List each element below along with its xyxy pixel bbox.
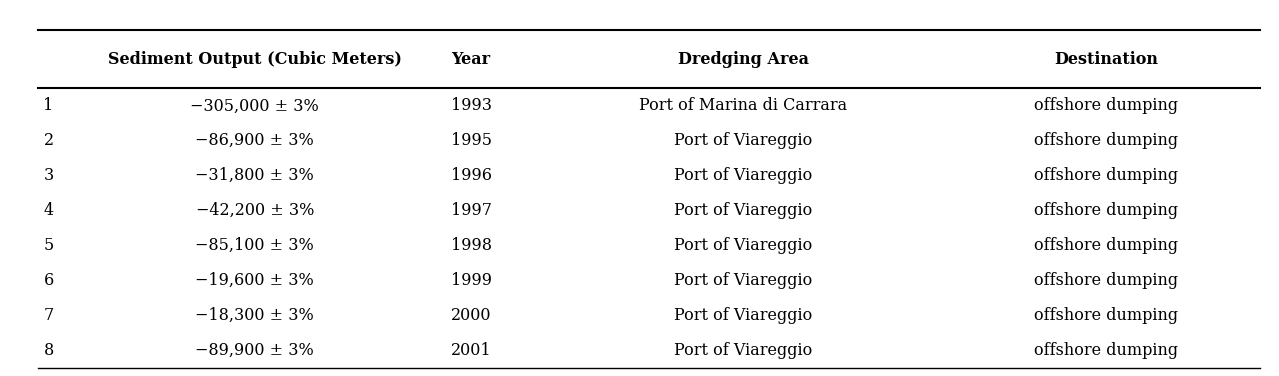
Text: offshore dumping: offshore dumping — [1035, 97, 1178, 114]
Text: offshore dumping: offshore dumping — [1035, 272, 1178, 289]
Text: −85,100 ± 3%: −85,100 ± 3% — [196, 237, 315, 254]
Text: 1998: 1998 — [450, 237, 491, 254]
Text: 1996: 1996 — [450, 167, 491, 184]
Text: offshore dumping: offshore dumping — [1035, 167, 1178, 184]
Text: 4: 4 — [43, 202, 54, 219]
Text: Year: Year — [451, 51, 491, 68]
Text: −305,000 ± 3%: −305,000 ± 3% — [191, 97, 320, 114]
Text: Port of Viareggio: Port of Viareggio — [674, 132, 812, 149]
Text: Port of Viareggio: Port of Viareggio — [674, 167, 812, 184]
Text: offshore dumping: offshore dumping — [1035, 132, 1178, 149]
Text: −86,900 ± 3%: −86,900 ± 3% — [196, 132, 315, 149]
Text: offshore dumping: offshore dumping — [1035, 202, 1178, 219]
Text: 6: 6 — [43, 272, 54, 289]
Text: 1995: 1995 — [450, 132, 491, 149]
Text: 2000: 2000 — [451, 307, 491, 324]
Text: Destination: Destination — [1054, 51, 1159, 68]
Text: Port of Viareggio: Port of Viareggio — [674, 307, 812, 324]
Text: −89,900 ± 3%: −89,900 ± 3% — [196, 342, 315, 359]
Text: Port of Viareggio: Port of Viareggio — [674, 272, 812, 289]
Text: −19,600 ± 3%: −19,600 ± 3% — [196, 272, 315, 289]
Text: offshore dumping: offshore dumping — [1035, 342, 1178, 359]
Text: −42,200 ± 3%: −42,200 ± 3% — [196, 202, 313, 219]
Text: Port of Marina di Carrara: Port of Marina di Carrara — [640, 97, 848, 114]
Text: 7: 7 — [43, 307, 54, 324]
Text: Port of Viareggio: Port of Viareggio — [674, 202, 812, 219]
Text: 5: 5 — [43, 237, 54, 254]
Text: 8: 8 — [43, 342, 54, 359]
Text: Dredging Area: Dredging Area — [678, 51, 808, 68]
Text: 2001: 2001 — [450, 342, 491, 359]
Text: −31,800 ± 3%: −31,800 ± 3% — [196, 167, 315, 184]
Text: 1999: 1999 — [450, 272, 491, 289]
Text: −18,300 ± 3%: −18,300 ± 3% — [196, 307, 315, 324]
Text: 1: 1 — [43, 97, 54, 114]
Text: 1997: 1997 — [450, 202, 491, 219]
Text: offshore dumping: offshore dumping — [1035, 237, 1178, 254]
Text: Port of Viareggio: Port of Viareggio — [674, 237, 812, 254]
Text: 3: 3 — [43, 167, 54, 184]
Text: Port of Viareggio: Port of Viareggio — [674, 342, 812, 359]
Text: 1993: 1993 — [450, 97, 491, 114]
Text: Sediment Output (Cubic Meters): Sediment Output (Cubic Meters) — [107, 51, 402, 68]
Text: 2: 2 — [43, 132, 54, 149]
Text: offshore dumping: offshore dumping — [1035, 307, 1178, 324]
